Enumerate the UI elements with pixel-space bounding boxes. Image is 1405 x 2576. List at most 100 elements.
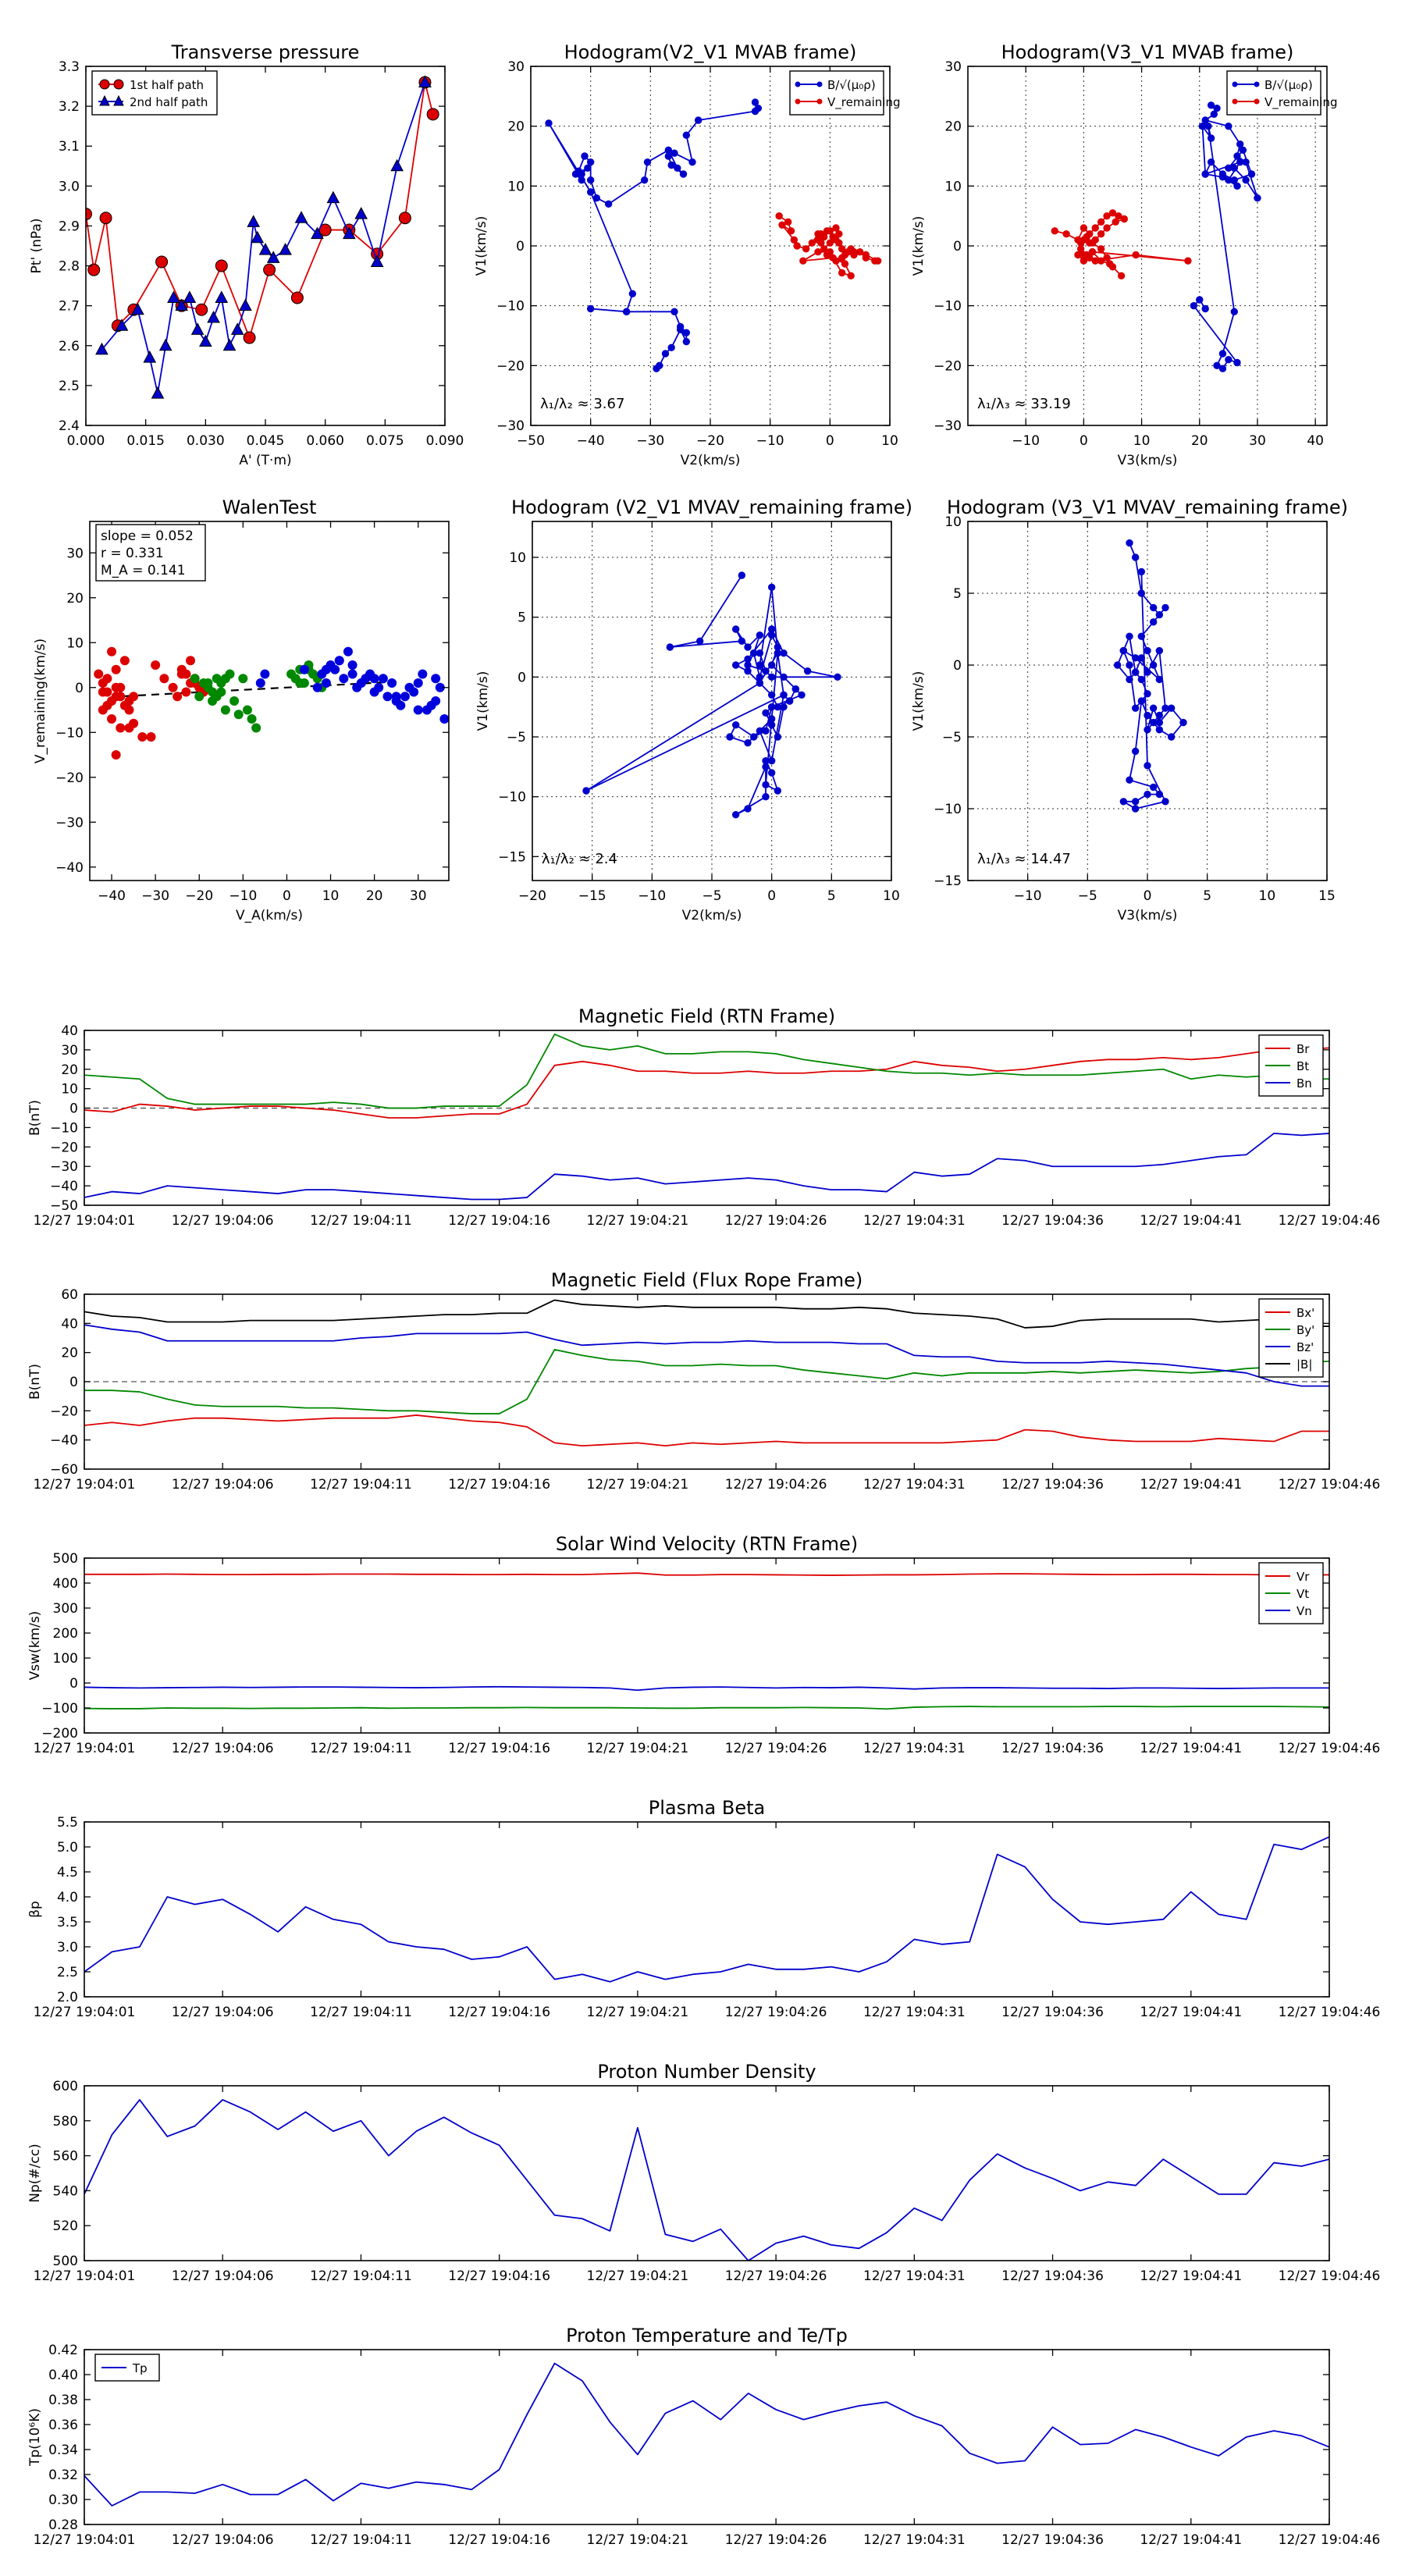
x-tick-label: 10	[883, 888, 900, 904]
data-point	[682, 337, 691, 346]
y-tick-label: 3.0	[57, 1940, 78, 1955]
eigenvalue-ratio: λ₁/λ₂ ≈ 2.4	[542, 851, 617, 867]
y-tick-label: 10	[944, 179, 962, 194]
series-line-bx	[84, 1414, 1329, 1447]
data-point	[94, 669, 104, 679]
data-point	[1155, 790, 1164, 799]
y-tick-label: −60	[50, 1462, 78, 1478]
y-tick-label: −30	[496, 418, 525, 434]
legend-label: Tp	[132, 2361, 148, 2375]
data-point	[832, 224, 840, 232]
data-point	[838, 269, 846, 277]
x-tick-label: −30	[636, 433, 664, 449]
x-tick-label: 12/27 19:04:41	[1140, 2532, 1242, 2548]
x-tick-label: 12/27 19:04:11	[310, 1741, 412, 1756]
data-point	[744, 738, 752, 747]
data-point	[116, 692, 126, 702]
legend-label: 2nd half path	[130, 95, 208, 109]
data-point	[731, 720, 740, 729]
stats-box	[95, 524, 206, 582]
series-line-beta	[84, 1836, 1329, 1983]
legend-label: 1st half path	[130, 78, 204, 92]
data-point	[1132, 251, 1140, 259]
data-point	[731, 661, 740, 669]
data-point	[1137, 589, 1146, 597]
legend-marker	[816, 81, 823, 87]
data-point	[1225, 122, 1232, 130]
data-point	[238, 674, 248, 684]
x-tick-label: 12/27 19:04:16	[448, 2005, 550, 2020]
fit-line	[111, 681, 397, 698]
data-point	[767, 769, 776, 777]
data-point	[1149, 618, 1158, 626]
y-tick-label: −20	[55, 770, 84, 786]
x-tick-label: 0	[1080, 433, 1088, 449]
data-point	[396, 700, 406, 710]
data-point	[207, 310, 220, 323]
data-point	[294, 211, 308, 223]
data-point	[255, 678, 265, 688]
x-tick-label: 12/27 19:04:46	[1279, 1741, 1381, 1756]
legend-label: Vn	[1297, 1604, 1312, 1618]
eigenvalue-ratio: λ₁/λ₃ ≈ 14.47	[977, 851, 1071, 867]
x-tick-label: 12/27 19:04:16	[448, 2532, 550, 2548]
x-tick-label: 12/27 19:04:46	[1279, 1213, 1381, 1229]
data-point	[343, 646, 353, 656]
x-tick-label: 12/27 19:04:31	[863, 2532, 966, 2548]
data-point	[1131, 668, 1140, 676]
data-point	[413, 705, 423, 715]
data-point	[279, 243, 292, 255]
data-point	[1155, 711, 1164, 720]
data-point	[855, 247, 864, 256]
legend-label: Bn	[1297, 1076, 1312, 1091]
data-point	[808, 239, 816, 247]
data-point	[785, 697, 794, 705]
y-tick-label: −10	[496, 299, 525, 315]
data-point	[790, 236, 799, 244]
x-tick-label: 12/27 19:04:16	[448, 1477, 550, 1493]
data-point	[439, 714, 449, 724]
y-tick-label: 40	[61, 1023, 78, 1039]
data-point	[1115, 212, 1122, 220]
data-point	[838, 254, 846, 262]
data-point	[233, 710, 244, 720]
x-tick-label: 12/27 19:04:26	[725, 2268, 827, 2284]
legend-box	[1226, 70, 1321, 116]
x-tick-label: 12/27 19:04:36	[1001, 2005, 1104, 2020]
series-line-tp	[84, 2362, 1329, 2507]
data-point	[369, 674, 379, 684]
y-tick-label: 5	[518, 610, 526, 626]
data-point	[321, 678, 331, 688]
series-line-bt	[84, 1034, 1329, 1109]
chart-hodogram-v2-v1-mvab: −50 −40 −30 −20 −10 0 10 −30 −20 −10 0 10 20 30 Hodogr…	[474, 41, 901, 468]
data-point	[666, 643, 674, 651]
data-point	[413, 678, 423, 688]
data-point	[212, 674, 222, 684]
y-tick-label: −30	[50, 1159, 78, 1175]
x-tick-label: 12/27 19:04:06	[172, 2268, 274, 2284]
data-point	[98, 687, 108, 697]
data-point	[1144, 668, 1151, 676]
data-point	[251, 723, 261, 733]
x-tick-label: 12/27 19:04:31	[863, 2268, 966, 2284]
x-tick-label: 12/27 19:04:36	[1001, 2532, 1104, 2548]
data-point	[767, 631, 776, 639]
legend-marker	[1232, 81, 1238, 87]
chart-title: Magnetic Field (RTN Frame)	[578, 1005, 835, 1027]
data-point	[1230, 308, 1238, 316]
legend-label: B/√(μ₀ρ)	[827, 78, 876, 92]
data-point	[674, 164, 681, 173]
y-tick-label: 20	[66, 591, 84, 607]
x-tick-label: 0.030	[187, 433, 225, 449]
data-point	[111, 682, 121, 692]
data-point	[756, 673, 764, 681]
data-point	[814, 247, 822, 256]
x-tick-label: 12/27 19:04:21	[587, 2005, 689, 2020]
series-line-br	[84, 1047, 1329, 1119]
data-point	[847, 245, 855, 253]
data-point	[774, 703, 782, 711]
data-point	[230, 322, 244, 335]
y-tick-label: 2.5	[57, 1965, 78, 1980]
plot-area	[545, 98, 882, 372]
data-point	[829, 254, 837, 262]
